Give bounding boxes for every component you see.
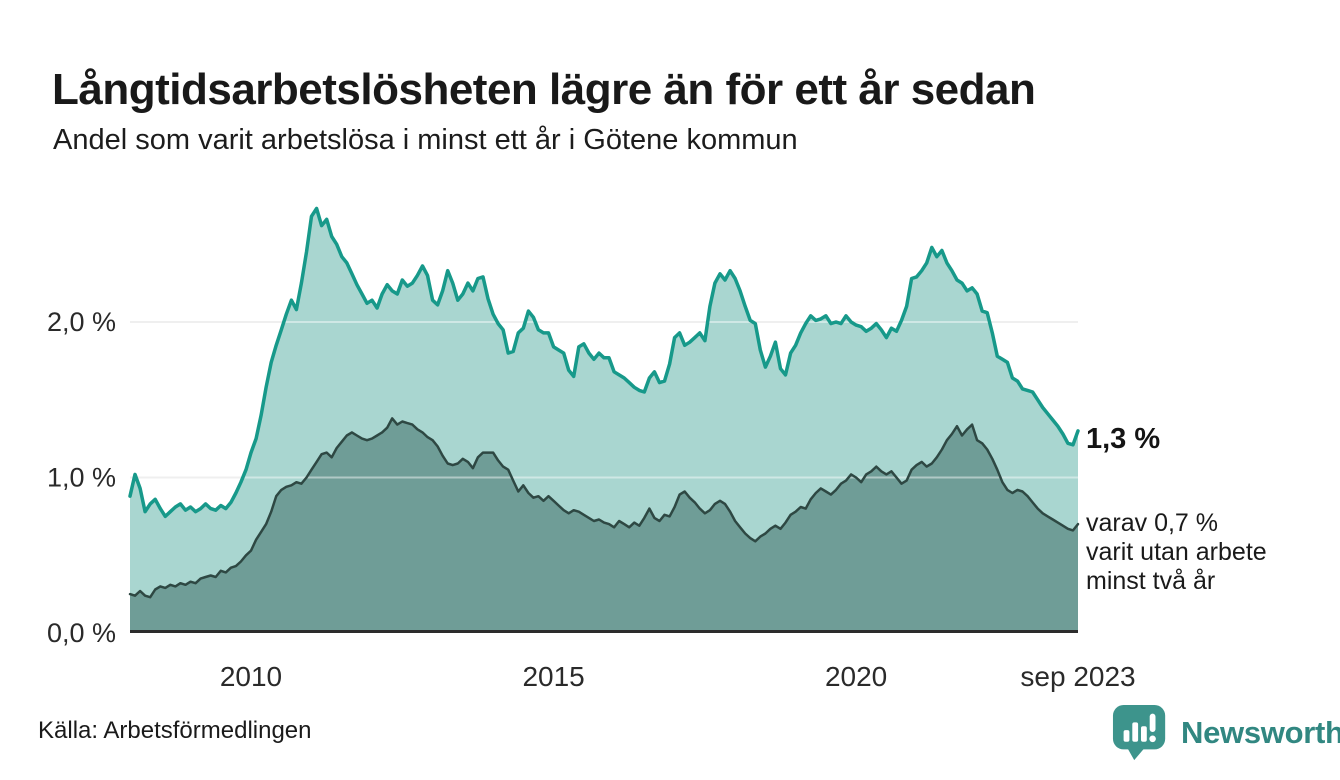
x-axis-tick: sep 2023 bbox=[1020, 661, 1135, 692]
sub-annotation-line: minst två år bbox=[1086, 567, 1216, 595]
sub-annotation-line: varit utan arbete bbox=[1086, 538, 1267, 566]
y-axis-tick-labels: 0,0 % 1,0 % 2,0 % bbox=[47, 307, 116, 648]
x-axis-tick: 2015 bbox=[522, 661, 584, 692]
y-axis-tick: 0,0 % bbox=[47, 618, 116, 648]
x-axis-tick: 2010 bbox=[220, 661, 282, 692]
source-attribution: Källa: Arbetsförmedlingen bbox=[38, 717, 312, 744]
series-line-unemployed-2yr bbox=[128, 417, 1080, 599]
newsworthy-bubble-icon bbox=[1112, 704, 1170, 767]
end-value-label: 1,3 % bbox=[1086, 423, 1161, 455]
series-line-unemployed-1yr bbox=[128, 206, 1080, 519]
sub-series-annotation: varav 0,7 % varit utan arbete minst två … bbox=[1086, 509, 1267, 596]
newsworthy-logo[interactable]: Newsworthy bbox=[1112, 704, 1340, 767]
page-title: Långtidsarbetslösheten lägre än för ett … bbox=[52, 65, 1036, 115]
chart-subtitle: Andel som varit arbetslösa i minst ett å… bbox=[53, 124, 798, 156]
newsworthy-wordmark: Newsworthy bbox=[1181, 714, 1340, 750]
gridlines-overlay bbox=[130, 321, 1078, 479]
area-fill-unemployed-2yr bbox=[130, 418, 1078, 633]
y-axis-tick: 1,0 % bbox=[47, 463, 116, 493]
sub-annotation-line: varav 0,7 % bbox=[1086, 509, 1219, 537]
x-axis-tick-labels: 2010 2015 2020 sep 2023 bbox=[220, 661, 1136, 692]
y-axis-tick: 2,0 % bbox=[47, 307, 116, 337]
x-axis-tick: 2020 bbox=[825, 661, 887, 692]
